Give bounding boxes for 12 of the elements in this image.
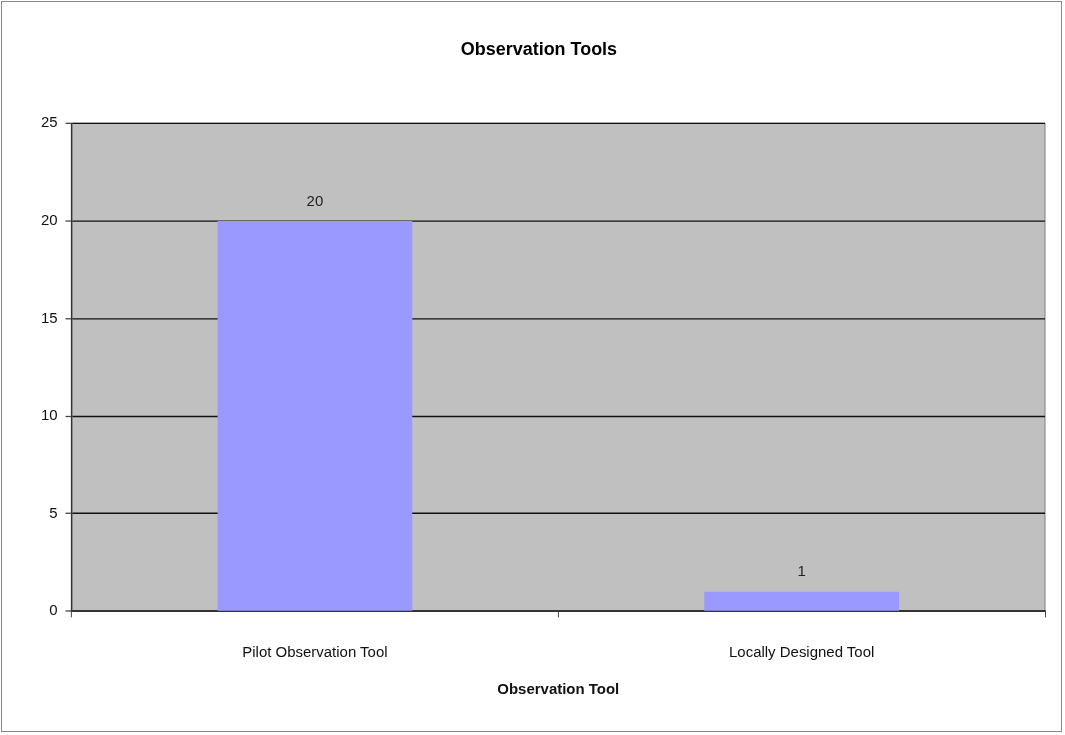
x-tick-label: Locally Designed Tool xyxy=(729,643,875,661)
x-axis-title: Observation Tool xyxy=(497,680,620,698)
y-tick-label: 20 xyxy=(40,211,58,229)
chart-title: Observation Tools xyxy=(460,38,618,59)
y-tick-label: 15 xyxy=(40,308,58,326)
y-tick-label: 10 xyxy=(40,406,58,424)
y-tick-label: 5 xyxy=(49,503,58,521)
data-label: 20 xyxy=(306,191,324,209)
y-tick-label: 0 xyxy=(49,601,58,619)
x-tick-label: Pilot Observation Tool xyxy=(242,643,388,661)
y-tick-label: 25 xyxy=(40,113,58,131)
data-label: 1 xyxy=(797,562,806,580)
